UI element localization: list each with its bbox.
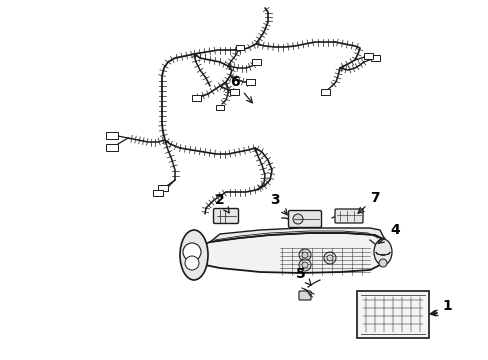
Text: 6: 6 <box>229 75 252 103</box>
Circle shape <box>302 262 307 268</box>
Text: 2: 2 <box>215 193 229 213</box>
FancyBboxPatch shape <box>216 104 224 109</box>
Circle shape <box>183 243 201 261</box>
FancyBboxPatch shape <box>363 53 372 59</box>
FancyBboxPatch shape <box>213 208 238 224</box>
Polygon shape <box>209 228 384 242</box>
Circle shape <box>298 249 310 261</box>
Circle shape <box>292 214 303 224</box>
FancyBboxPatch shape <box>106 131 118 139</box>
Circle shape <box>378 259 386 267</box>
Text: 7: 7 <box>357 191 379 213</box>
FancyBboxPatch shape <box>288 211 321 228</box>
Polygon shape <box>182 233 384 273</box>
Circle shape <box>302 252 307 258</box>
Ellipse shape <box>373 239 391 265</box>
FancyBboxPatch shape <box>334 209 362 223</box>
Text: 4: 4 <box>378 223 399 243</box>
FancyBboxPatch shape <box>251 59 260 65</box>
FancyBboxPatch shape <box>236 45 244 49</box>
FancyBboxPatch shape <box>158 185 168 191</box>
FancyBboxPatch shape <box>191 95 200 101</box>
Circle shape <box>324 252 335 264</box>
Text: 5: 5 <box>295 267 310 285</box>
Ellipse shape <box>180 230 207 280</box>
FancyBboxPatch shape <box>356 291 428 338</box>
Circle shape <box>298 259 310 271</box>
Text: 1: 1 <box>441 300 451 314</box>
FancyBboxPatch shape <box>245 79 254 85</box>
Circle shape <box>184 256 199 270</box>
FancyBboxPatch shape <box>370 55 379 61</box>
Circle shape <box>326 255 332 261</box>
FancyBboxPatch shape <box>320 89 329 95</box>
FancyBboxPatch shape <box>106 144 118 150</box>
FancyBboxPatch shape <box>153 190 163 196</box>
FancyBboxPatch shape <box>229 89 238 95</box>
FancyBboxPatch shape <box>298 291 310 300</box>
Text: 3: 3 <box>269 193 287 215</box>
